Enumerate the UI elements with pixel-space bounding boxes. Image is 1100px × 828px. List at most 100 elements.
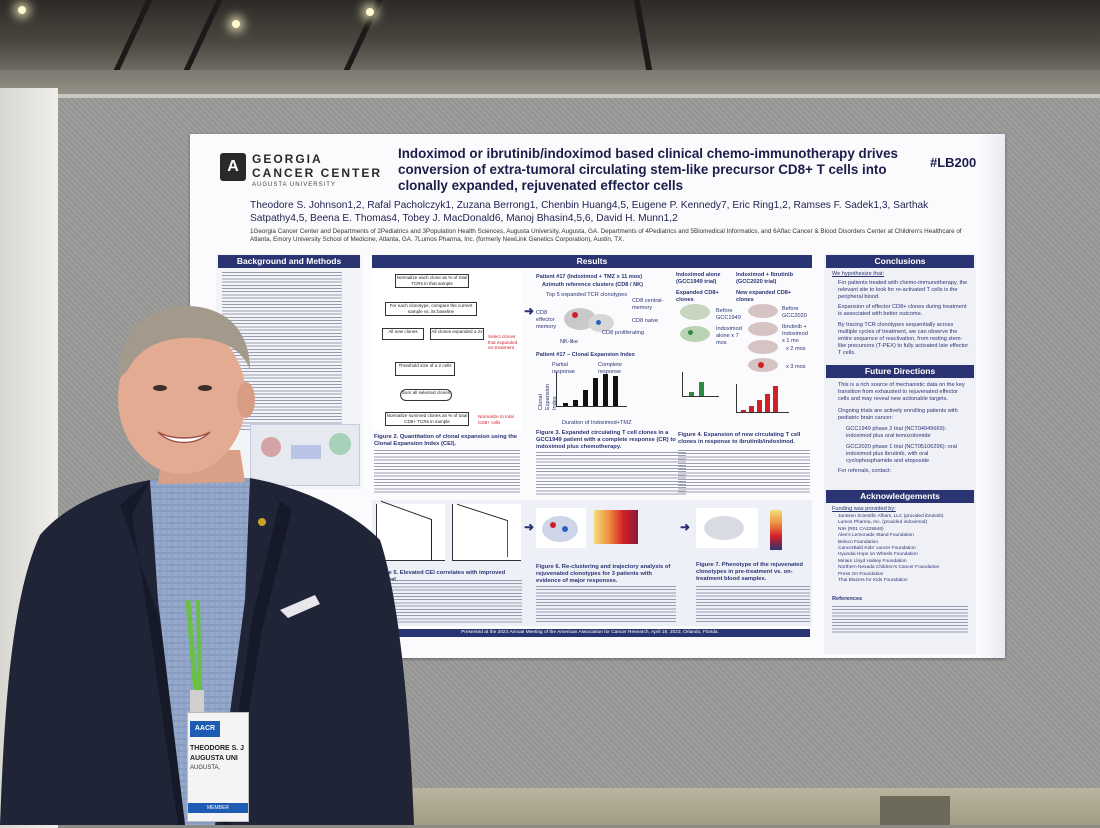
ceiling-truss bbox=[183, 0, 223, 70]
fig4-before: Before GCC1949 bbox=[716, 308, 741, 321]
ack-title: Funding was provided by: bbox=[832, 506, 896, 512]
section-results-header: Results bbox=[372, 255, 812, 268]
poster-affiliations: 1Georgia Cancer Center and Departments o… bbox=[250, 228, 962, 243]
fig5-survival-plot-a bbox=[376, 500, 445, 561]
fig4-right-title: Indoximod + Ibrutinib (GCC2020 trial) bbox=[736, 272, 794, 285]
fig4-ibr2: x 2 mos bbox=[786, 346, 806, 352]
fig4-ibr3: x 3 mos bbox=[786, 364, 806, 370]
flowchart-step-compare: For each clonotype, compare the current … bbox=[385, 302, 477, 316]
badge-org: AACR bbox=[190, 721, 220, 737]
flowchart-panel bbox=[372, 270, 522, 430]
ack-item: Northern Nevada Children's Cancer Founda… bbox=[838, 565, 940, 571]
ack-item: Miriam Lloyd Halsey Foundation bbox=[838, 558, 907, 564]
fig3-top-label: Top 5 expanded TCR clonotypes bbox=[546, 292, 628, 298]
ack-item: Thai Blazers for Kids Foundation bbox=[838, 578, 908, 584]
smile bbox=[157, 431, 211, 444]
fig6-umap bbox=[536, 508, 586, 548]
eye-right bbox=[198, 385, 212, 391]
ack-list: Janssen Scientific Affairs, LLC (provide… bbox=[838, 514, 972, 584]
ack-item: Alex's Lemonade Stand Foundation bbox=[838, 533, 914, 539]
logo-text-line3: AUGUSTA UNIVERSITY bbox=[252, 182, 336, 188]
figure-3-text bbox=[536, 452, 686, 496]
fig3-complete: Complete response bbox=[598, 362, 622, 375]
logo-text-line2: CANCER CENTER bbox=[252, 166, 383, 180]
arrow-right-icon: ➜ bbox=[524, 520, 535, 534]
ack-item: CancerBald Kids' cancer Foundation bbox=[838, 546, 916, 552]
fig3-partial: Partial response bbox=[552, 362, 576, 375]
figure-2-text bbox=[374, 450, 520, 494]
ack-item: Press On Foundation bbox=[838, 571, 884, 577]
figure-7-caption: Figure 7. Phenotype of the rejuvenated c… bbox=[696, 562, 803, 582]
figure-5-text bbox=[374, 580, 522, 624]
fig4-right-umaps bbox=[746, 302, 782, 380]
background-diagram bbox=[250, 424, 360, 486]
badge-city: AUGUSTA, bbox=[190, 765, 221, 771]
references-text bbox=[832, 606, 968, 634]
section-conclusions-header: Conclusions bbox=[826, 255, 974, 268]
flowchart-note-select: Select clones that expanded on-treatment bbox=[488, 334, 518, 350]
fig7-heatmap bbox=[770, 510, 782, 550]
poster-title: Indoximod or ibrutinib/indoximod based c… bbox=[398, 146, 898, 193]
fig3-cd8-prolif: CD8 proliferating bbox=[602, 330, 644, 336]
badge-clip bbox=[190, 690, 204, 714]
fig3-umap-plot bbox=[558, 302, 628, 342]
future-trial-1: GCC1949 phase 2 trial (NCT04049669): ind… bbox=[846, 426, 947, 439]
badge-name: THEODORE S. J bbox=[190, 745, 245, 752]
ack-item: Janssen Scientific Affairs, LLC (provide… bbox=[838, 514, 944, 519]
fig3-bar-chart bbox=[556, 372, 627, 407]
lanyard bbox=[185, 599, 199, 696]
ack-item: Lumos Pharma, Inc. (provided indoximod) bbox=[838, 520, 928, 526]
flowchart-step-sum: Sum all selected clones bbox=[400, 389, 452, 401]
fig3-cd8-naive: CD8 naive bbox=[632, 318, 659, 324]
flowchart-step-threshold: Threshold size of ≥ 2 cells bbox=[395, 362, 455, 376]
flowchart-note-normalize: Normalize to total CD8+ cells bbox=[478, 414, 514, 425]
ceiling-light bbox=[18, 6, 26, 14]
ear bbox=[237, 382, 255, 418]
figure-2-caption: Figure 2. Quantitation of clonal expansi… bbox=[374, 434, 518, 447]
flowchart-step-expanded-clones: All clones expanded ≥ 2x bbox=[430, 328, 484, 340]
research-poster: A GEORGIA CANCER CENTER AUGUSTA UNIVERSI… bbox=[190, 134, 1005, 658]
flowchart-step-normalize: Normalize each clone as % of total TCRs … bbox=[395, 274, 469, 288]
fig6-heatmap bbox=[594, 510, 638, 544]
arrow-right-icon: ➜ bbox=[524, 304, 535, 318]
ceiling-truss bbox=[633, 0, 653, 70]
figure-7-text bbox=[696, 586, 810, 624]
section-future-header: Future Directions bbox=[826, 365, 974, 378]
logo-text-line1: GEORGIA bbox=[252, 152, 323, 166]
fig7-umap bbox=[696, 508, 758, 548]
future-point-1: This is a rich source of mechanistic dat… bbox=[838, 382, 965, 402]
fig4-right-bars bbox=[736, 384, 789, 413]
ack-item: NIH (R01 CA229646) bbox=[838, 526, 884, 532]
lapel-pin bbox=[258, 518, 266, 526]
figure-4-text bbox=[678, 450, 810, 494]
fig5-survival-plot-b bbox=[452, 503, 521, 561]
ack-item: Hyundai Hope on Wheels Foundation bbox=[838, 552, 918, 558]
figure-4-caption: Figure 4. Expansion of new circulating T… bbox=[678, 432, 801, 445]
university-logo-icon: A bbox=[220, 153, 246, 181]
fig3-umap-label: Azimuth reference clusters (CD8 / NK) bbox=[542, 282, 644, 288]
badge-affiliation: AUGUSTA UNI bbox=[190, 755, 238, 762]
fig3-nklike: NK-like bbox=[560, 339, 579, 345]
fig3-yaxis: Clonal Expansion Index bbox=[538, 383, 558, 410]
flowchart-step-normalize-cd8: Normalize summed clones as % of total CD… bbox=[385, 412, 469, 426]
conference-badge: AACR THEODORE S. J AUGUSTA UNI AUGUSTA, … bbox=[187, 712, 249, 822]
fig3-xaxis: Duration of Indoximod+TMZ bbox=[562, 420, 632, 426]
future-referrals: For referrals, contact: bbox=[838, 468, 892, 474]
flowchart-step-new-clones: All new clones bbox=[382, 328, 424, 340]
fig3-cei-title: Patient #17 – Clonal Expansion Index bbox=[536, 352, 635, 358]
references-title: References bbox=[832, 596, 863, 602]
badge-member-strip: MEMBER bbox=[188, 803, 248, 813]
ceiling bbox=[0, 0, 1100, 70]
ceiling-truss bbox=[113, 0, 153, 70]
left-lapel bbox=[120, 480, 185, 825]
fig4-before2: Before GCC2020 bbox=[782, 306, 807, 319]
fig4-left-title: Indoximod alone (GCC1949 trial) bbox=[676, 272, 721, 285]
eye-left bbox=[153, 385, 167, 391]
poster-id: #LB200 bbox=[930, 155, 977, 170]
conclusions-point-2: Expansion of effector CD8+ clones during… bbox=[838, 304, 967, 317]
section-acknowledgements-header: Acknowledgements bbox=[826, 490, 974, 503]
figure-6-text bbox=[536, 586, 676, 624]
fig4-ibr1: Ibrutinib + Indoximod x 1 mo bbox=[782, 324, 808, 344]
floor-box bbox=[880, 796, 950, 825]
ceiling-truss bbox=[343, 0, 383, 70]
